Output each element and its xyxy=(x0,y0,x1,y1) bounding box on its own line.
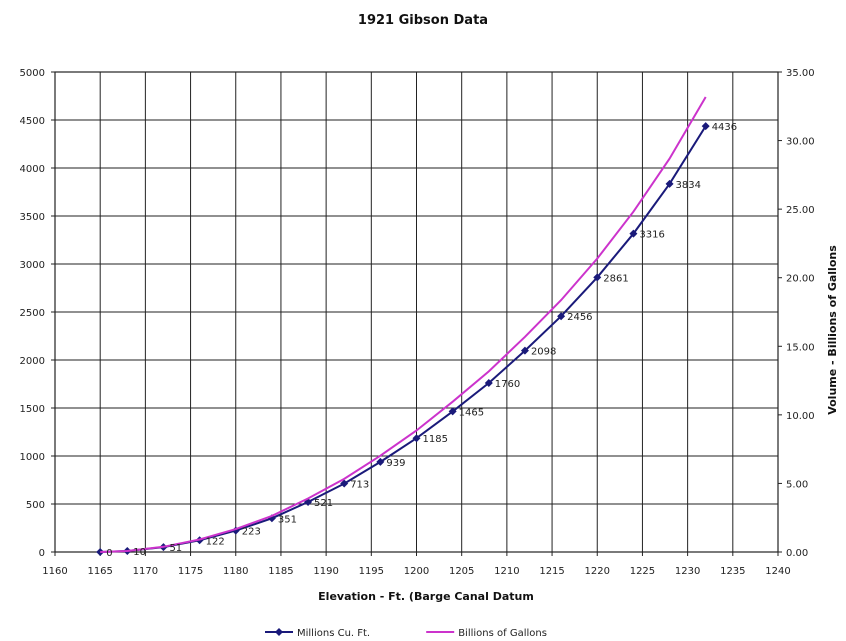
data-label: 10 xyxy=(133,547,146,558)
x-tick-label: 1180 xyxy=(223,566,248,577)
x-tick-label: 1190 xyxy=(313,566,338,577)
data-point-marker xyxy=(665,179,674,188)
y-tick-label: 3000 xyxy=(20,260,45,271)
data-label: 1185 xyxy=(423,434,448,445)
legend-label: Billions of Gallons xyxy=(458,628,547,639)
y-tick-label: 1000 xyxy=(20,452,45,463)
data-label: 1760 xyxy=(495,379,520,390)
y2-tick-label: 35.00 xyxy=(786,68,815,79)
legend-item-millions-cu-ft: Millions Cu. Ft. xyxy=(265,628,370,639)
data-label: 51 xyxy=(169,543,182,554)
x-tick-label: 1230 xyxy=(675,566,700,577)
x-axis-title: Elevation - Ft. (Barge Canal Datum xyxy=(318,590,534,603)
gridlines xyxy=(54,71,779,553)
data-point-marker xyxy=(557,312,566,321)
data-labels-layer: 0 10 51 122 223 351 521 713 939 1185 1465 1760 2098 2… xyxy=(106,122,737,559)
y2-tick-label: 0.00 xyxy=(786,548,808,559)
data-label: 4436 xyxy=(712,122,737,133)
y2-tick-label: 15.00 xyxy=(786,342,815,353)
legend-label: Millions Cu. Ft. xyxy=(297,628,370,639)
data-label: 939 xyxy=(386,458,405,469)
y2-tick-label: 30.00 xyxy=(786,137,815,148)
y-tick-label: 3500 xyxy=(20,212,45,223)
data-label: 122 xyxy=(206,536,225,547)
x-tick-label: 1205 xyxy=(449,566,474,577)
x-tick-label: 1160 xyxy=(42,566,67,577)
x-tick-label: 1185 xyxy=(268,566,293,577)
legend: Millions Cu. Ft. Billions of Gallons xyxy=(265,628,547,639)
x-tick-label: 1240 xyxy=(765,566,790,577)
legend-item-billions-of-gallons: Billions of Gallons xyxy=(426,628,547,639)
data-point-marker xyxy=(340,479,349,488)
data-point-marker xyxy=(629,229,638,238)
x-tick-label: 1200 xyxy=(404,566,429,577)
series-layer xyxy=(96,96,710,556)
y2-tick-label: 5.00 xyxy=(786,479,808,490)
chart-title: 1921 Gibson Data xyxy=(358,13,488,28)
x-tick-label: 1195 xyxy=(359,566,384,577)
data-label: 3316 xyxy=(639,230,664,241)
y2-tick-label: 25.00 xyxy=(786,205,815,216)
data-label: 1465 xyxy=(459,407,484,418)
data-label: 3834 xyxy=(676,180,701,191)
y2-tick-label: 20.00 xyxy=(786,274,815,285)
y-tick-label: 5000 xyxy=(20,68,45,79)
data-point-marker xyxy=(701,122,710,131)
data-label: 2861 xyxy=(603,273,628,284)
data-point-marker xyxy=(96,548,105,556)
x-tick-label: 1220 xyxy=(585,566,610,577)
x-tick-label: 1210 xyxy=(494,566,519,577)
x-tick-label: 1235 xyxy=(720,566,745,577)
y-tick-label: 4000 xyxy=(20,164,45,175)
data-label: 351 xyxy=(278,514,297,525)
legend-swatch-marker xyxy=(275,628,283,636)
y-tick-label: 0 xyxy=(39,548,45,559)
data-label: 2456 xyxy=(567,312,592,323)
y2-axis-ticks: 0.00 5.00 10.00 15.00 20.00 25.00 30.00 35.00 xyxy=(778,68,815,559)
data-point-marker xyxy=(376,457,385,466)
data-point-marker xyxy=(412,434,421,443)
x-tick-label: 1175 xyxy=(178,566,203,577)
data-label: 2098 xyxy=(531,347,556,358)
y2-tick-label: 10.00 xyxy=(786,411,815,422)
y-axis-ticks: 0 500 1000 1500 2000 2500 3000 3500 4000 4500 5000 xyxy=(20,68,55,559)
data-label: 223 xyxy=(242,527,261,538)
data-point-marker xyxy=(448,407,457,416)
y-tick-label: 2500 xyxy=(20,308,45,319)
y-tick-label: 1500 xyxy=(20,404,45,415)
data-point-marker xyxy=(520,346,529,355)
data-label: 521 xyxy=(314,498,333,509)
x-tick-label: 1215 xyxy=(539,566,564,577)
y2-axis-title: Volume - Billions of Gallons xyxy=(826,245,839,415)
x-tick-label: 1165 xyxy=(87,566,112,577)
data-point-marker xyxy=(593,273,602,282)
x-tick-label: 1225 xyxy=(630,566,655,577)
y-tick-label: 500 xyxy=(26,500,45,511)
x-axis-ticks: 1160 1165 1170 1175 1180 1185 1190 1195 1200 1205… xyxy=(42,552,791,577)
y-tick-label: 4500 xyxy=(20,116,45,127)
x-tick-label: 1170 xyxy=(133,566,158,577)
y-tick-label: 2000 xyxy=(20,356,45,367)
data-point-marker xyxy=(484,379,493,388)
data-label: 0 xyxy=(106,548,112,559)
data-label: 713 xyxy=(350,480,369,491)
series-line-billions-of-gallons xyxy=(100,96,707,553)
